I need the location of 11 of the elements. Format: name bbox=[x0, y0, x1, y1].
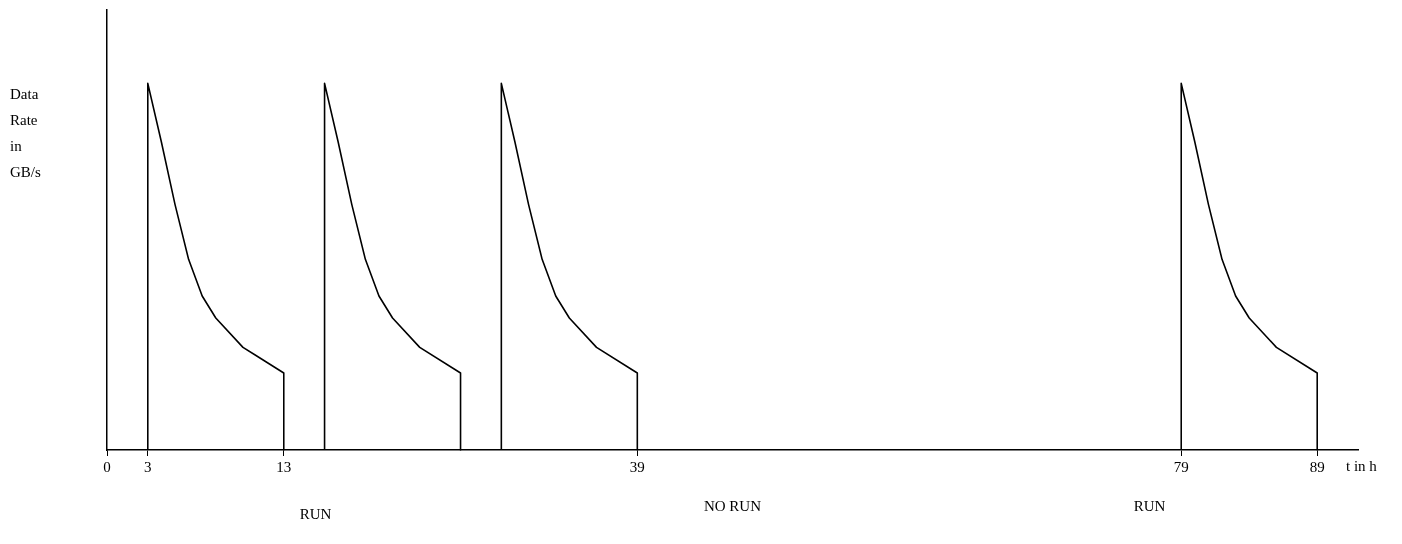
text: RUN bbox=[299, 506, 332, 523]
x-tick-label: 0 bbox=[103, 458, 111, 475]
x-tick-label: 13 bbox=[276, 458, 292, 475]
x-tick-label: 89 bbox=[1309, 458, 1325, 475]
x-tick-label: 39 bbox=[629, 458, 645, 475]
x-axis-title: t in h bbox=[1346, 458, 1378, 475]
x-tick-label: 3 bbox=[144, 458, 152, 475]
text: RUN bbox=[1133, 498, 1166, 515]
text: NO RUN bbox=[703, 498, 762, 515]
y-axis-title: Data Rate in GB/s bbox=[10, 86, 41, 181]
x-tick-label: 79 bbox=[1173, 458, 1189, 475]
